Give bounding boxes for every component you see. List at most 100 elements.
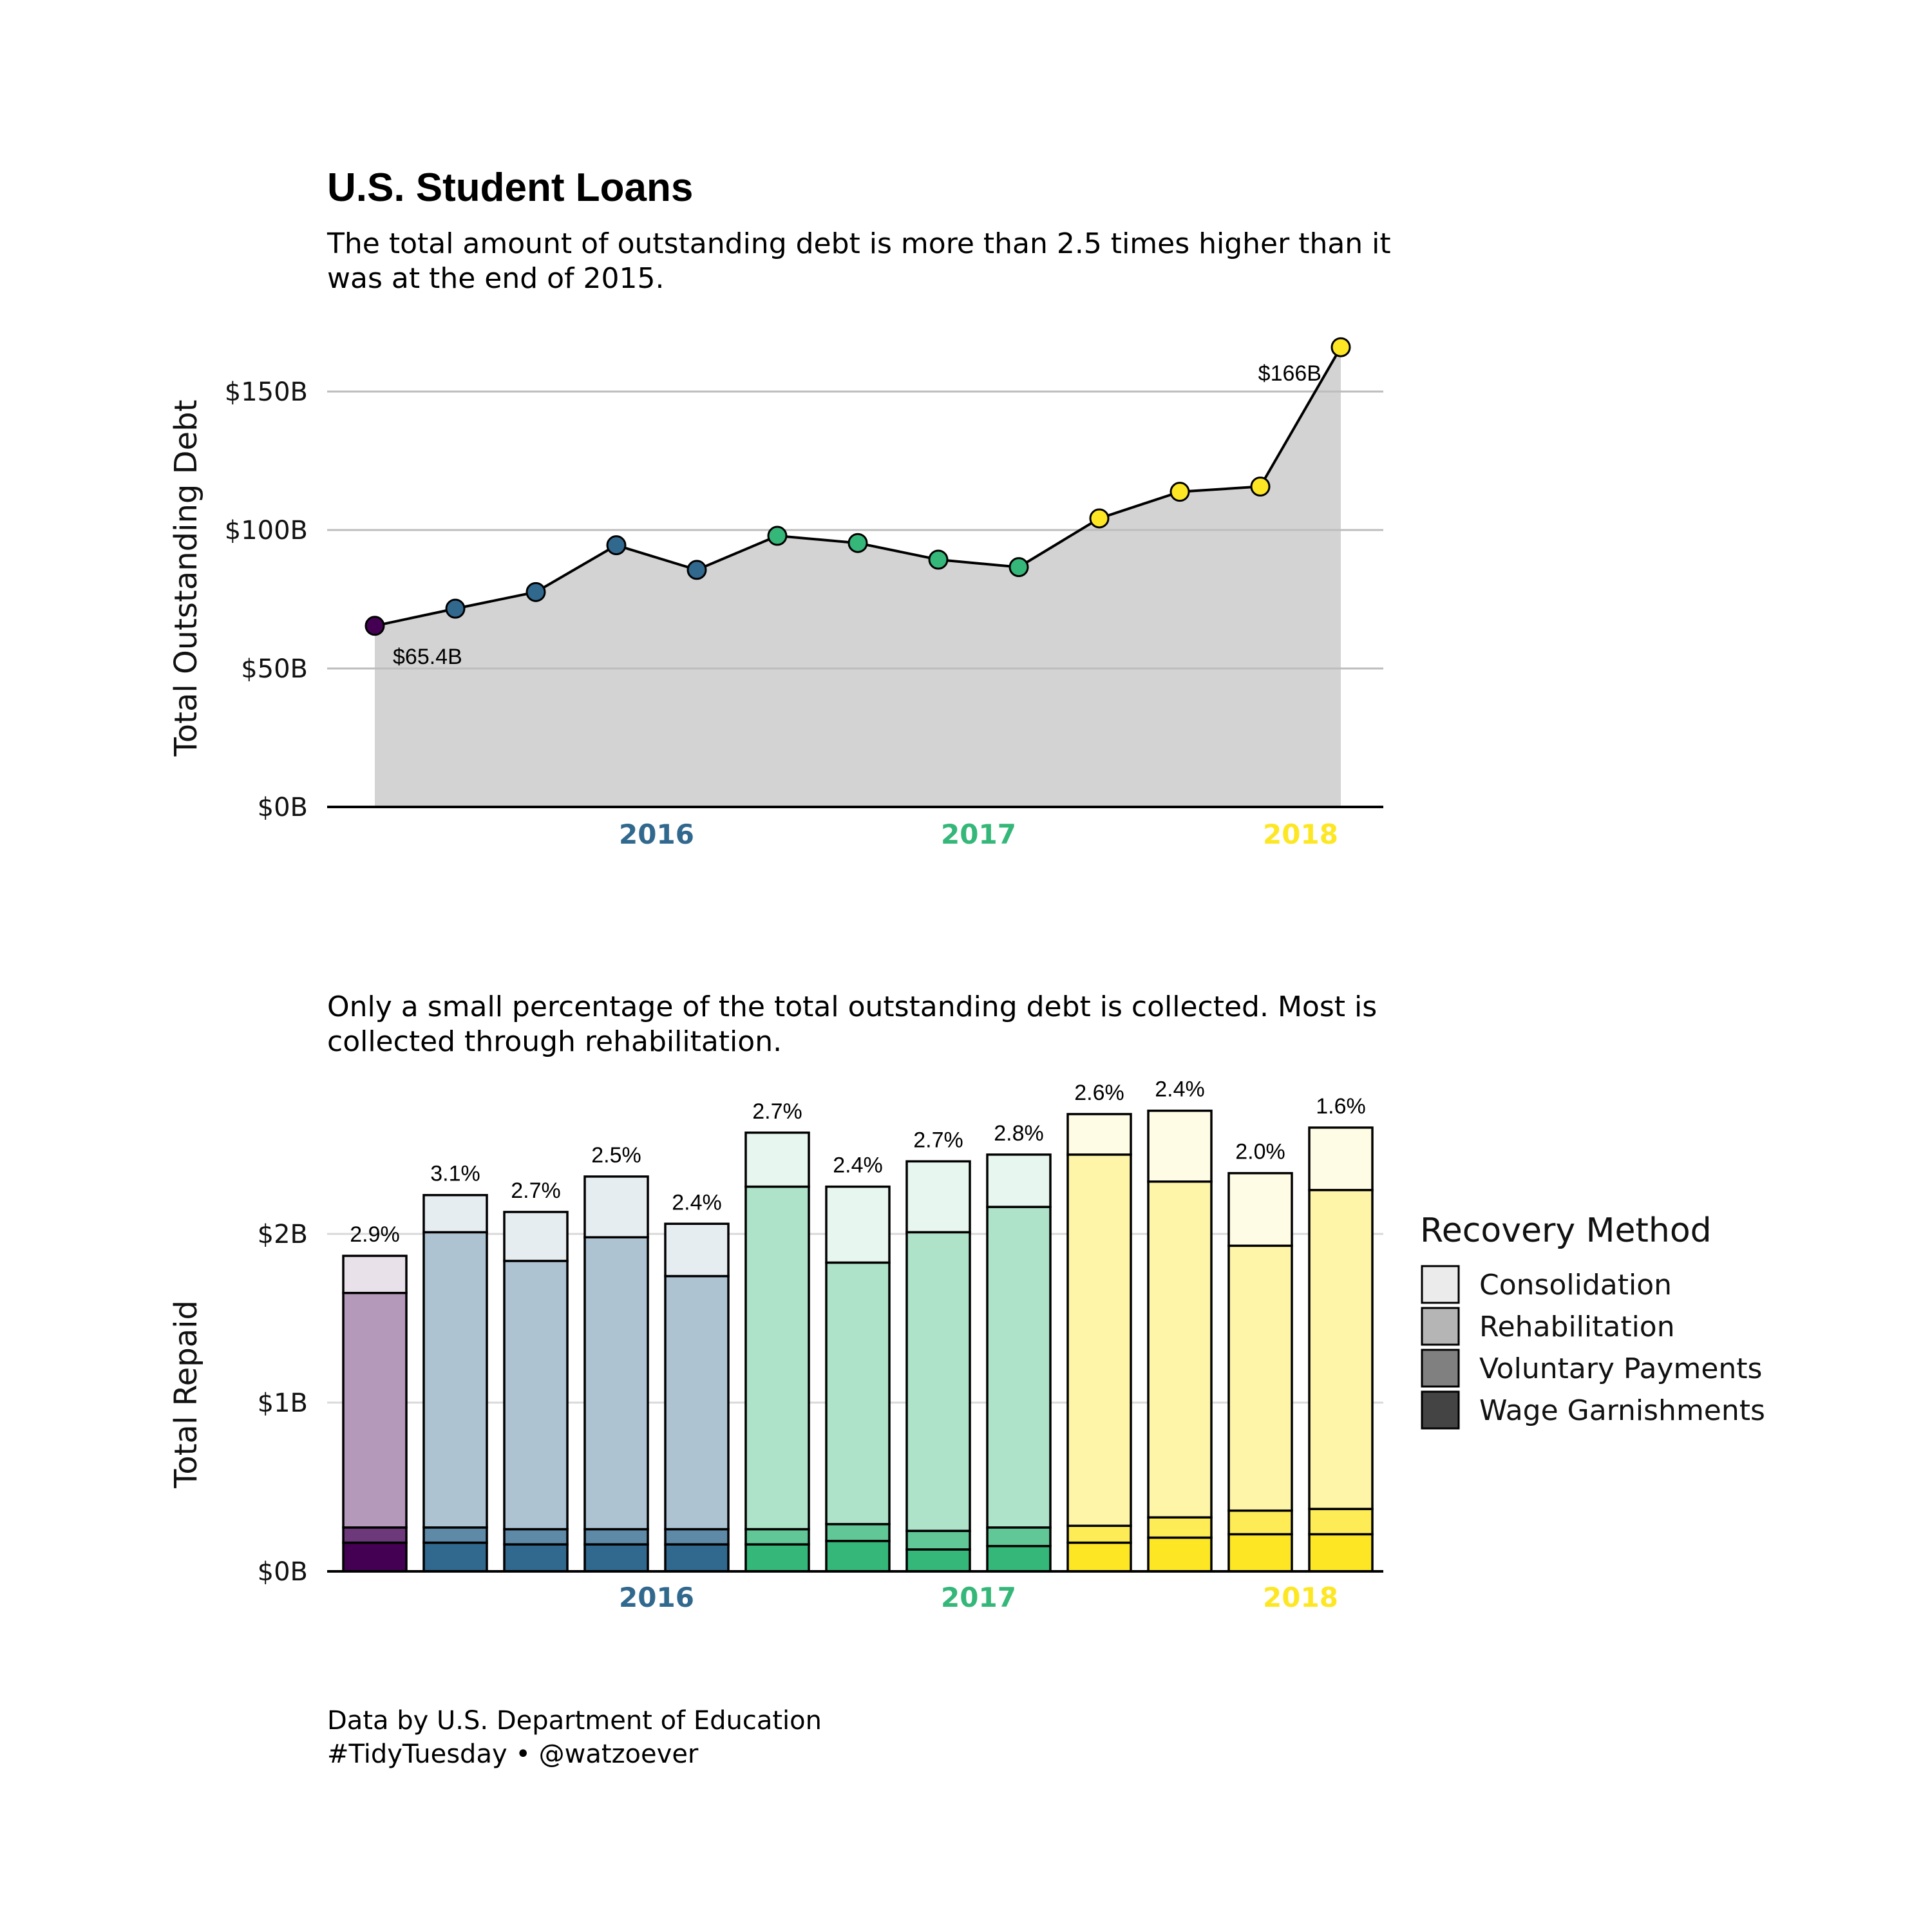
debt-point	[1009, 557, 1029, 578]
legend-label: Voluntary Payments	[1479, 1352, 1762, 1385]
bar-segment-rehabilitation	[986, 1206, 1052, 1529]
bar-segment-consolidation	[664, 1222, 730, 1278]
total-repaid-chart: 2.9% 3.1% 2.7% 2.5% 2.4% 2.7% 2.4% 2.7% 2.8% 2.6%…	[168, 1077, 1383, 1613]
bar-segment-consolidation	[825, 1185, 891, 1264]
debt-end-annotation: $166B	[1258, 361, 1321, 386]
bar-segment-consolidation	[744, 1132, 810, 1188]
bar-segment-consolidation	[1066, 1113, 1132, 1156]
bar-segment-rehabilitation	[503, 1260, 569, 1531]
outstanding-debt-chart: $0B $50B $100B $150B Total Outstanding Debt 2…	[168, 337, 1383, 850]
debt-point	[1250, 476, 1271, 497]
bar-segment-wage-garnishments	[664, 1543, 730, 1573]
bar-percent-label: 2.8%	[994, 1121, 1044, 1146]
bar-segment-consolidation	[905, 1160, 971, 1234]
repaid-y-tick-label: $2B	[258, 1220, 308, 1249]
bar-segment-consolidation	[1147, 1109, 1213, 1183]
legend-swatch	[1421, 1307, 1460, 1346]
legend-label: Consolidation	[1479, 1269, 1672, 1302]
bar-segment-voluntary-payments	[664, 1528, 730, 1546]
debt-y-tick-label: $0B	[258, 793, 308, 822]
bar-segment-consolidation	[1308, 1126, 1374, 1191]
bar-segment-wage-garnishments	[905, 1548, 971, 1573]
bar-segment-voluntary-payments	[1227, 1509, 1293, 1536]
bar-segment-consolidation	[503, 1211, 569, 1262]
bottom-chart-subtitle: Only a small percentage of the total out…	[327, 990, 1378, 1058]
debt-area	[375, 347, 1341, 807]
caption-credit-line: #TidyTuesday • @watzoever	[327, 1739, 699, 1769]
bar-percent-label: 2.4%	[1155, 1077, 1205, 1102]
bar-segment-voluntary-payments	[342, 1526, 408, 1544]
bar-segment-wage-garnishments	[825, 1540, 891, 1573]
debt-year-label: 2016	[619, 819, 694, 850]
repaid-year-label: 2018	[1263, 1582, 1338, 1613]
bar-segment-voluntary-payments	[825, 1522, 891, 1542]
bar-segment-wage-garnishments	[342, 1541, 408, 1573]
bar-segment-rehabilitation	[1066, 1153, 1132, 1528]
source-caption: Data by U.S. Department of Education #Ti…	[327, 1704, 822, 1771]
bar-segment-rehabilitation	[583, 1236, 649, 1531]
bar-segment-rehabilitation	[1227, 1244, 1293, 1512]
debt-point	[1089, 508, 1110, 529]
debt-point	[365, 616, 385, 636]
bar-segment-rehabilitation	[905, 1231, 971, 1532]
bar-segment-voluntary-payments	[744, 1528, 810, 1546]
legend-swatch	[1421, 1265, 1460, 1304]
bar-percent-label: 2.7%	[913, 1128, 963, 1152]
debt-start-annotation: $65.4B	[393, 645, 462, 669]
debt-y-axis-title: Total Outstanding Debt	[168, 400, 204, 757]
repaid-year-label: 2017	[941, 1582, 1016, 1613]
bar-segment-voluntary-payments	[905, 1530, 971, 1551]
bar-segment-voluntary-payments	[503, 1528, 569, 1546]
debt-point	[1170, 482, 1190, 502]
bar-percent-label: 2.4%	[672, 1190, 722, 1215]
bar-percent-label: 2.9%	[350, 1222, 400, 1247]
bar-segment-consolidation	[986, 1153, 1052, 1208]
bar-segment-consolidation	[1227, 1171, 1293, 1247]
debt-point	[767, 526, 788, 546]
bar-segment-rehabilitation	[422, 1231, 488, 1529]
debt-point	[445, 598, 466, 619]
bar-segment-wage-garnishments	[422, 1541, 488, 1573]
recovery-method-legend: Recovery Method Consolidation Rehabilitati…	[1420, 1211, 1765, 1430]
repaid-y-tick-label: $0B	[258, 1557, 308, 1587]
bar-segment-wage-garnishments	[583, 1543, 649, 1573]
debt-point	[526, 582, 546, 602]
caption-source-line: Data by U.S. Department of Education	[327, 1706, 822, 1736]
legend-label: Rehabilitation	[1479, 1311, 1675, 1343]
bar-segment-rehabilitation	[825, 1261, 891, 1526]
debt-point	[928, 549, 949, 570]
debt-point	[687, 560, 707, 580]
debt-point	[606, 535, 627, 556]
bar-percent-label: 2.7%	[752, 1099, 802, 1124]
bar-percent-label: 3.1%	[430, 1162, 480, 1186]
legend-swatch	[1421, 1349, 1460, 1388]
bar-percent-label: 1.6%	[1316, 1094, 1366, 1119]
bar-segment-wage-garnishments	[1066, 1541, 1132, 1573]
repaid-y-tick-label: $1B	[258, 1388, 308, 1418]
bar-segment-consolidation	[342, 1255, 408, 1294]
bar-percent-label: 2.0%	[1235, 1140, 1285, 1164]
debt-year-label: 2018	[1263, 819, 1338, 850]
legend-swatch	[1421, 1390, 1460, 1430]
legend-title: Recovery Method	[1420, 1211, 1712, 1250]
bar-segment-wage-garnishments	[1147, 1536, 1213, 1573]
debt-y-tick-label: $50B	[241, 654, 308, 684]
bar-segment-wage-garnishments	[744, 1543, 810, 1573]
bar-segment-wage-garnishments	[1308, 1533, 1374, 1573]
debt-year-label: 2017	[941, 819, 1016, 850]
bar-percent-label: 2.5%	[591, 1143, 641, 1168]
debt-y-tick-label: $150B	[225, 377, 308, 407]
bar-percent-label: 2.4%	[833, 1153, 883, 1178]
bar-segment-voluntary-payments	[1066, 1524, 1132, 1544]
bar-segment-voluntary-payments	[422, 1526, 488, 1544]
debt-point	[848, 533, 868, 553]
bar-segment-rehabilitation	[1308, 1189, 1374, 1510]
bar-segment-rehabilitation	[744, 1185, 810, 1531]
bar-segment-voluntary-payments	[986, 1526, 1052, 1548]
chart-title: U.S. Student Loans	[327, 166, 694, 210]
bar-segment-wage-garnishments	[986, 1544, 1052, 1573]
bar-segment-consolidation	[583, 1175, 649, 1238]
debt-y-tick-label: $100B	[225, 516, 308, 545]
bar-segment-rehabilitation	[1147, 1180, 1213, 1519]
